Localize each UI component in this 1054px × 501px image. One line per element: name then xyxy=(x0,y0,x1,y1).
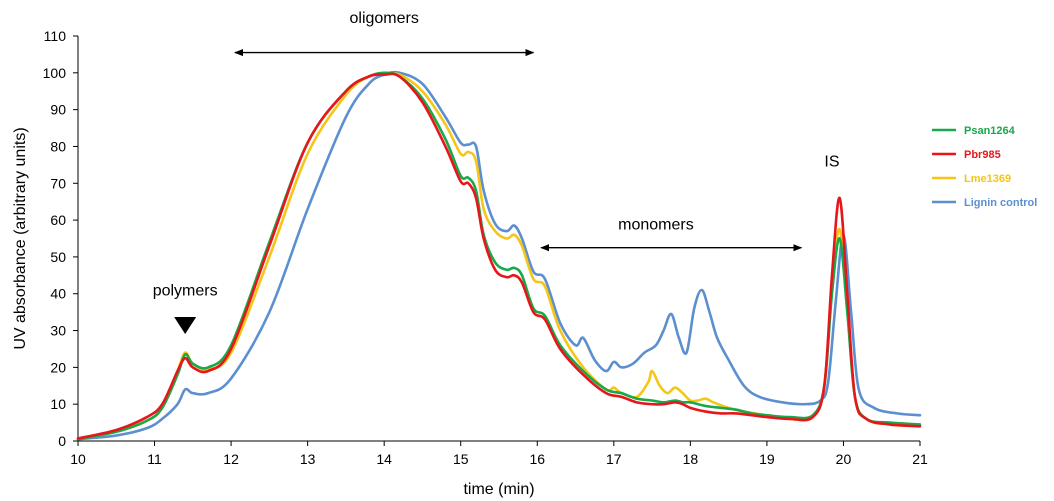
y-tick-label: 80 xyxy=(50,138,66,154)
y-tick-label: 0 xyxy=(58,433,66,449)
y-axis-title: UV absorbance (arbitrary units) xyxy=(12,127,29,349)
legend: Psan1264 Pbr985 Lme1369 Lignin control xyxy=(932,125,1037,209)
x-tick-label: 18 xyxy=(683,451,699,467)
y-tick-label: 40 xyxy=(50,286,66,302)
x-tick-label: 21 xyxy=(912,451,928,467)
is-label: IS xyxy=(824,154,839,171)
y-tick-label: 70 xyxy=(50,175,66,191)
x-tick-label: 15 xyxy=(453,451,469,467)
x-tick-label: 11 xyxy=(147,451,162,467)
series-line-psan1264 xyxy=(76,71,922,441)
legend-label-lignin-control: Lignin control xyxy=(964,197,1037,209)
oligomers-label: oligomers xyxy=(350,10,419,27)
x-tick-label: 13 xyxy=(300,451,316,467)
legend-label-psan1264: Psan1264 xyxy=(964,125,1016,137)
x-tick-label: 12 xyxy=(223,451,239,467)
y-tick-label: 20 xyxy=(50,359,66,375)
y-tick-label: 110 xyxy=(44,28,67,44)
polymers-marker-icon xyxy=(174,317,197,335)
legend-label-lme1369: Lme1369 xyxy=(964,173,1011,185)
x-tick-label: 14 xyxy=(376,451,392,467)
y-tick-label: 90 xyxy=(50,102,66,118)
y-tick-label: 30 xyxy=(50,323,66,339)
polymers-label: polymers xyxy=(153,283,218,300)
y-tick-label: 50 xyxy=(50,249,66,265)
monomers-label: monomers xyxy=(618,216,694,233)
series-line-lignin-control xyxy=(76,70,922,441)
annotations: oligomers monomers polymers IS xyxy=(153,10,840,335)
y-tick-label: 60 xyxy=(50,212,66,228)
series-group xyxy=(76,70,922,441)
x-tick-label: 10 xyxy=(70,451,86,467)
series-line-lme1369 xyxy=(76,72,922,441)
x-tick-label: 16 xyxy=(529,451,545,467)
x-tick-label: 17 xyxy=(606,451,622,467)
x-tick-label: 19 xyxy=(759,451,775,467)
series-line-pbr985 xyxy=(76,72,922,440)
legend-label-pbr985: Pbr985 xyxy=(964,149,1001,161)
x-axis-title: time (min) xyxy=(463,481,534,498)
y-tick-label: 100 xyxy=(43,65,67,81)
y-tick-label: 10 xyxy=(50,396,66,412)
x-tick-label: 20 xyxy=(836,451,852,467)
